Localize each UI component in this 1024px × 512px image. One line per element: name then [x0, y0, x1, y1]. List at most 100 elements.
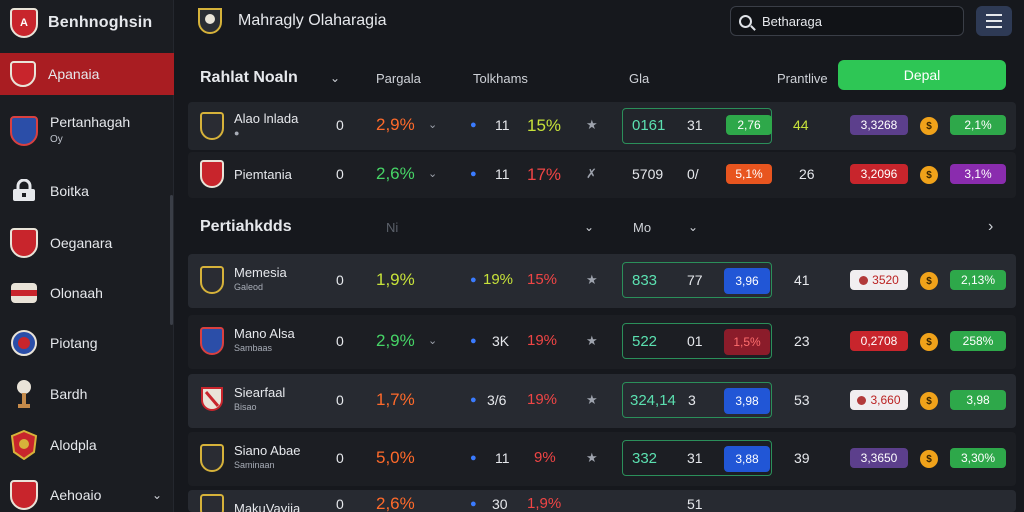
- club-crest-icon: [10, 61, 36, 87]
- odds-value: 332: [632, 450, 658, 467]
- star-icon[interactable]: ★: [586, 117, 598, 132]
- odds-pill[interactable]: 2,76: [726, 115, 772, 135]
- sidebar-item-1[interactable]: Apanaia: [0, 53, 174, 95]
- value: 41: [794, 272, 810, 288]
- odds-pill[interactable]: 3,88: [724, 446, 770, 472]
- value-pill[interactable]: 3520: [850, 270, 908, 290]
- value-pill[interactable]: 3,3650: [850, 448, 908, 468]
- odds-box[interactable]: [622, 440, 772, 476]
- sidebar-item-label: Piotang: [50, 335, 98, 351]
- table-row[interactable]: Siano Abae Saminaan 0 5,0% ● 11 9% ★ 332 …: [188, 432, 1016, 486]
- team-name: Siano Abae: [234, 443, 301, 458]
- indicator-icon: ●: [470, 335, 477, 347]
- coin-icon: $: [920, 272, 938, 290]
- value: 0: [336, 392, 344, 408]
- trophy-icon: [10, 379, 38, 409]
- team-sub: Sambaas: [234, 343, 273, 353]
- value-pill[interactable]: 2,1%: [950, 115, 1006, 135]
- sidebar-scrollbar[interactable]: [170, 195, 173, 325]
- table-row[interactable]: MakuVayiia 0 2,6% ● 30 1,9% 51: [188, 490, 1016, 512]
- percent-value: 9%: [534, 449, 556, 466]
- table-row[interactable]: Siearfaal Bisao 0 1,7% ● 3/6 19% ★ 324,14…: [188, 374, 1016, 428]
- search-input[interactable]: [762, 13, 942, 29]
- star-icon[interactable]: ★: [586, 333, 598, 348]
- coin-icon: $: [920, 333, 938, 351]
- table-row[interactable]: Alao lnlada ● 0 2,9% ⌄ ● 11 15% ★ 0161 31…: [188, 102, 1016, 150]
- chevron-down-icon[interactable]: ⌄: [151, 488, 162, 502]
- team-sub: ●: [234, 128, 240, 138]
- star-icon[interactable]: ✗: [586, 166, 597, 181]
- club-crest-icon: [200, 327, 224, 355]
- section-header-2: Pertiahkdds Ni ⌄ Mo ⌄ ›: [188, 207, 1016, 247]
- club-crest-icon: [10, 116, 38, 146]
- table-row[interactable]: Mano Alsa Sambaas 0 2,9% ⌄ ● 3K 19% ★ 522…: [188, 315, 1016, 369]
- chevron-right-icon[interactable]: ›: [988, 218, 994, 235]
- team-name: Siearfaal: [234, 385, 286, 400]
- odds-pill[interactable]: 3,96: [724, 268, 770, 294]
- value: 19%: [483, 271, 514, 288]
- odds-box[interactable]: [622, 323, 772, 359]
- club-crest-icon: [10, 278, 38, 308]
- value-pill[interactable]: 0,2708: [850, 331, 908, 351]
- odds-pill[interactable]: 5,1%: [726, 164, 772, 184]
- star-icon[interactable]: ★: [586, 392, 598, 407]
- odds-pill[interactable]: 1,5%: [724, 329, 770, 355]
- column-header[interactable]: Prantlive: [777, 70, 828, 86]
- sidebar-item-2[interactable]: Pertanhagah Oy: [0, 106, 174, 156]
- value-pill[interactable]: 3,2096: [850, 164, 908, 184]
- menu-button[interactable]: [976, 6, 1012, 36]
- percent-value: 19%: [527, 332, 558, 349]
- status-dot-icon: [857, 395, 867, 405]
- star-icon[interactable]: ★: [586, 450, 598, 465]
- sidebar-item-3[interactable]: Boitka: [0, 166, 174, 216]
- team-sub: Galeod: [234, 282, 264, 292]
- value-pill[interactable]: 3,660: [850, 390, 908, 410]
- club-crest-icon: [200, 112, 224, 140]
- value-pill[interactable]: 3,3268: [850, 115, 908, 135]
- value-pill-text: 3,660: [870, 393, 901, 407]
- odds-value: 833: [632, 272, 658, 289]
- primary-action-button[interactable]: Depal: [838, 60, 1006, 90]
- odds-pill[interactable]: 3,98: [724, 388, 770, 414]
- chevron-down-icon[interactable]: ⌄: [428, 168, 438, 180]
- column-header[interactable]: Ni: [386, 219, 399, 235]
- sidebar-item-5[interactable]: Olonaah: [0, 268, 174, 318]
- column-header[interactable]: Gla: [629, 70, 650, 86]
- indicator-icon: ●: [470, 168, 477, 180]
- sidebar-item-9[interactable]: Aehoaio ⌄: [0, 470, 174, 512]
- chevron-down-icon[interactable]: ⌄: [330, 71, 341, 85]
- table-row[interactable]: Memesia Galeod 0 1,9% ● 19% 15% ★ 833 77 …: [188, 254, 1016, 308]
- coin-icon: $: [920, 450, 938, 468]
- sidebar-item-6[interactable]: Piotang: [0, 318, 174, 368]
- value-pill[interactable]: 3,98: [950, 390, 1006, 410]
- sidebar-item-label: Bardh: [50, 386, 88, 402]
- percent-value: 1,9%: [527, 495, 562, 512]
- value-pill[interactable]: 3,30%: [950, 448, 1006, 468]
- value-pill[interactable]: 2,13%: [950, 270, 1006, 290]
- value: 11: [495, 450, 510, 466]
- brand[interactable]: A Benhnoghsin: [0, 0, 174, 46]
- sidebar-item-4[interactable]: Oeganara: [0, 218, 174, 268]
- value-pill[interactable]: 3,1%: [950, 164, 1006, 184]
- indicator-icon: ●: [470, 394, 477, 406]
- chevron-down-icon[interactable]: ⌄: [428, 335, 438, 347]
- column-header[interactable]: Pargala: [376, 70, 421, 86]
- search-box[interactable]: [730, 6, 964, 36]
- percent-value: 2,9%: [376, 115, 415, 134]
- odds-box[interactable]: [622, 382, 772, 418]
- chevron-down-icon[interactable]: ⌄: [688, 220, 699, 234]
- column-header[interactable]: Mo: [633, 219, 652, 235]
- sidebar-item-label: Pertanhagah: [50, 114, 131, 130]
- sidebar-item-7[interactable]: Bardh: [0, 369, 174, 419]
- value-pill[interactable]: 258%: [950, 331, 1006, 351]
- chevron-down-icon[interactable]: ⌄: [584, 220, 595, 234]
- percent-value: 1,9%: [376, 270, 415, 289]
- percent-value: 19%: [527, 391, 558, 408]
- sidebar-item-8[interactable]: Alodpla: [0, 420, 174, 470]
- star-icon[interactable]: ★: [586, 272, 598, 287]
- chevron-down-icon[interactable]: ⌄: [428, 119, 438, 131]
- table-row[interactable]: Piemtania 0 2,6% ⌄ ● 11 17% ✗ 5709 0/ 5,…: [188, 152, 1016, 198]
- column-header[interactable]: Tolkhams: [473, 70, 528, 86]
- odds-box[interactable]: [622, 262, 772, 298]
- odds-value: 5709: [632, 166, 664, 182]
